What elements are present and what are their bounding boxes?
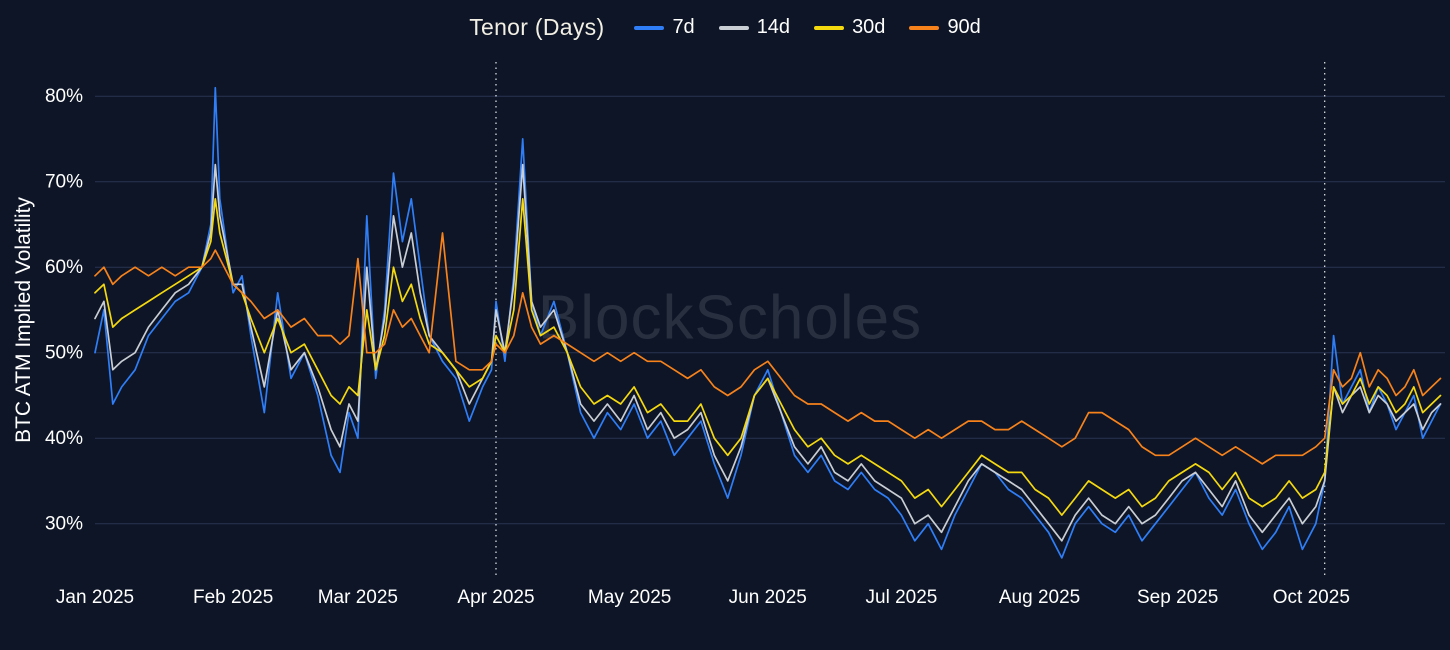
- legend-label-14d: 14d: [756, 16, 791, 38]
- y-tick-label: 80%: [45, 86, 83, 107]
- x-tick-label: Jan 2025: [56, 587, 134, 608]
- series-line-30d: [94, 197, 1442, 516]
- legend-swatch-7d: [634, 25, 665, 30]
- legend-label-30d: 30d: [852, 16, 886, 38]
- legend-item-90d[interactable]: 90d: [909, 16, 981, 39]
- y-tick-label: 70%: [45, 172, 83, 193]
- legend-label-7d: 7d: [672, 16, 695, 38]
- y-tick-label: 30%: [45, 514, 83, 535]
- legend-item-30d[interactable]: 30d: [814, 16, 885, 39]
- y-tick-label: 50%: [45, 343, 83, 364]
- y-tick-label: 60%: [45, 257, 83, 278]
- y-tick-label: 40%: [45, 428, 83, 449]
- x-tick-label: Apr 2025: [457, 587, 534, 608]
- x-tick-label: Oct 2025: [1273, 587, 1350, 608]
- x-tick-label: Mar 2025: [318, 587, 398, 608]
- x-tick-label: Aug 2025: [999, 587, 1080, 608]
- legend-item-14d[interactable]: 14d: [718, 16, 791, 39]
- legend: 7d 14d 30d 90d: [634, 16, 981, 39]
- legend-swatch-90d: [909, 25, 940, 30]
- x-tick-label: Feb 2025: [193, 587, 273, 608]
- x-tick-label: May 2025: [588, 587, 671, 608]
- chart-title: Tenor (Days): [469, 14, 605, 40]
- series-line-14d: [94, 163, 1442, 542]
- chart-header: Tenor (Days) 7d 14d 30d 90d: [0, 14, 1450, 41]
- legend-item-7d[interactable]: 7d: [634, 16, 695, 39]
- x-tick-label: Jun 2025: [729, 587, 807, 608]
- series-line-90d: [94, 232, 1442, 465]
- legend-swatch-30d: [814, 25, 845, 30]
- legend-label-90d: 90d: [947, 16, 981, 38]
- x-tick-label: Sep 2025: [1137, 587, 1218, 608]
- legend-swatch-14d: [718, 25, 749, 30]
- x-tick-label: Jul 2025: [866, 587, 938, 608]
